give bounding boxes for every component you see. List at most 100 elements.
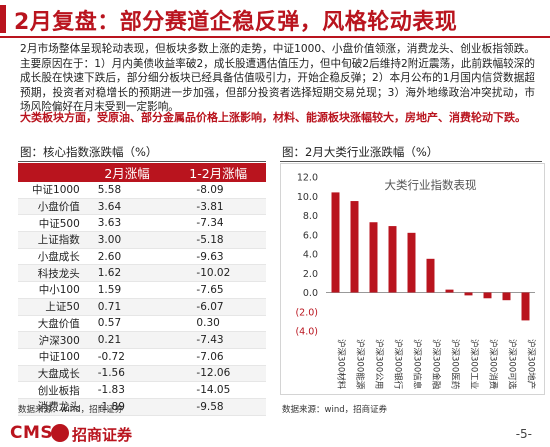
bar — [483, 292, 492, 299]
index-name-cell: 上证50 — [18, 298, 84, 316]
feb-change-cell: 0.57 — [83, 315, 171, 333]
chart-svg: 大类行业指数表现 (4.0) (2.0) 0.0 2.0 4.0 6.0 8.0 10.0 12.… — [295, 173, 537, 390]
index-name-cell: 大盘价值 — [18, 315, 84, 333]
ytd-change-cell: -9.58 — [170, 398, 266, 416]
feb-change-cell: 0.21 — [83, 331, 171, 349]
y-tick-label: (4.0) — [295, 327, 318, 338]
page-number: -5- — [515, 427, 532, 441]
ytd-change-cell: 0.30 — [170, 315, 266, 333]
bar — [426, 258, 435, 293]
table-row: 上证指数 3.00 -5.18 — [18, 231, 266, 249]
table-row: 消费龙头 -1.89 -9.58 — [18, 398, 266, 416]
title-bar: 2月复盘：部分赛道企稳反弹，风格轮动表现 — [0, 0, 550, 38]
ytd-change-cell: -6.07 — [170, 298, 266, 316]
table-row: 小盘成长 2.60 -9.63 — [18, 248, 266, 266]
bar — [445, 289, 454, 293]
left-panel-title: 图：核心指数涨跌幅（%） — [20, 145, 158, 159]
x-category-label: 沪深300医药 — [450, 339, 461, 389]
table-row: 小盘价值 3.64 -3.81 — [18, 198, 266, 216]
industry-chart: 大类行业指数表现 (4.0) (2.0) 0.0 2.0 4.0 6.0 8.0 10.0 12.… — [280, 163, 545, 395]
y-tick-label: 12.0 — [297, 173, 318, 184]
feb-change-cell: 5.58 — [83, 182, 171, 199]
bar — [369, 222, 378, 293]
index-name-cell: 科技龙头 — [18, 264, 84, 283]
header-ytd: 1-2月涨幅 — [170, 163, 266, 182]
x-category-label: 沪深300金融 — [431, 339, 442, 390]
feb-change-cell: 3.63 — [83, 214, 171, 233]
feb-change-cell: 2.60 — [83, 248, 171, 266]
x-category-label: 沪深300能源 — [355, 339, 366, 390]
x-category-label: 沪深300材料 — [336, 339, 347, 390]
index-name-cell: 大盘成长 — [18, 365, 84, 383]
table-row: 上证50 0.71 -6.07 — [18, 298, 266, 316]
ytd-change-cell: -7.34 — [170, 214, 266, 233]
table-row: 中证100 -0.72 -7.06 — [18, 348, 266, 366]
table-row: 中小100 1.59 -7.65 — [18, 281, 266, 299]
table-row: 创业板指 -1.83 -14.05 — [18, 381, 266, 399]
index-name-cell: 上证指数 — [18, 231, 84, 249]
brand-logo-icon — [51, 424, 69, 442]
index-name-cell: 创业板指 — [18, 381, 84, 399]
ytd-change-cell: -9.63 — [170, 248, 266, 266]
header-blank — [18, 163, 84, 182]
right-source: 数据来源：wind，招商证券 — [282, 405, 388, 415]
feb-change-cell: -1.56 — [83, 365, 171, 383]
x-category-label: 沪深300可选 — [507, 339, 518, 390]
bar — [502, 292, 511, 301]
index-name-cell: 沪深300 — [18, 331, 84, 349]
table-row: 中证1000 5.58 -8.09 — [18, 182, 266, 199]
y-tick-label: 6.0 — [303, 230, 318, 241]
index-name-cell: 小盘成长 — [18, 248, 84, 266]
index-name-cell: 中证500 — [18, 214, 84, 233]
ytd-change-cell: -12.06 — [170, 365, 266, 383]
ytd-change-cell: -5.18 — [170, 231, 266, 249]
y-tick-label: 0.0 — [303, 288, 318, 299]
table-row: 沪深300 0.21 -7.43 — [18, 331, 266, 349]
y-tick-label: (2.0) — [295, 307, 318, 318]
feb-change-cell: 3.64 — [83, 198, 171, 216]
brand-latin: CMS — [10, 423, 54, 443]
feb-change-cell: 0.71 — [83, 298, 171, 316]
table-header-row: 2月涨幅 1-2月涨幅 — [18, 163, 266, 182]
bar — [331, 192, 340, 293]
left-source: 数据来源：wind，招商证券 — [18, 405, 124, 415]
ytd-change-cell: -7.43 — [170, 331, 266, 349]
table-row: 科技龙头 1.62 -10.02 — [18, 264, 266, 283]
chart-title: 大类行业指数表现 — [385, 178, 477, 192]
feb-change-cell: 1.59 — [83, 281, 171, 299]
table-row: 中证500 3.63 -7.34 — [18, 214, 266, 233]
chart-frame — [280, 163, 545, 395]
index-name-cell: 中证1000 — [18, 182, 84, 199]
feb-change-cell: 1.62 — [83, 264, 171, 283]
x-category-label: 沪深300地产 — [526, 339, 537, 389]
ytd-change-cell: -7.65 — [170, 281, 266, 299]
index-table: 2月涨幅 1-2月涨幅 中证1000 5.58 -8.09 小盘价值 3.64 -3.81… — [18, 163, 266, 416]
ytd-change-cell: -8.09 — [170, 182, 266, 199]
feb-change-cell: -1.83 — [83, 381, 171, 399]
y-tick-label: 4.0 — [303, 250, 318, 261]
index-name-cell: 小盘价值 — [18, 198, 84, 216]
right-panel-title: 图：2月大类行业涨跌幅（%） — [282, 145, 439, 159]
y-tick-label: 10.0 — [297, 192, 318, 203]
highlight-paragraph: 大类板块方面，受原油、部分金属品价格上涨影响，材料、能源板块涨幅较大，房地产、消… — [20, 111, 526, 124]
header-feb: 2月涨幅 — [83, 163, 171, 182]
ytd-change-cell: -7.06 — [170, 348, 266, 366]
ytd-change-cell: -10.02 — [170, 264, 266, 283]
feb-change-cell: -0.72 — [83, 348, 171, 366]
left-panel-divider — [18, 161, 266, 162]
bar — [388, 226, 397, 293]
index-name-cell: 消费龙头 — [18, 398, 84, 416]
right-panel-divider — [280, 161, 542, 162]
index-name-cell: 中小100 — [18, 281, 84, 299]
page-title: 2月复盘：部分赛道企稳反弹，风格轮动表现 — [14, 10, 458, 35]
table-row: 大盘成长 -1.56 -12.06 — [18, 365, 266, 383]
x-category-label: 沪深300信息 — [412, 339, 423, 390]
footer: CMS 招商证券 -5- — [0, 419, 550, 447]
table-row: 大盘价值 0.57 0.30 — [18, 315, 266, 333]
bar — [464, 292, 473, 296]
ytd-change-cell: -3.81 — [170, 198, 266, 216]
x-category-label: 沪深300银行 — [393, 339, 404, 390]
x-category-label: 沪深300工业 — [469, 339, 480, 389]
feb-change-cell: -1.89 — [83, 398, 171, 416]
x-category-label: 沪深300公用 — [374, 339, 385, 389]
